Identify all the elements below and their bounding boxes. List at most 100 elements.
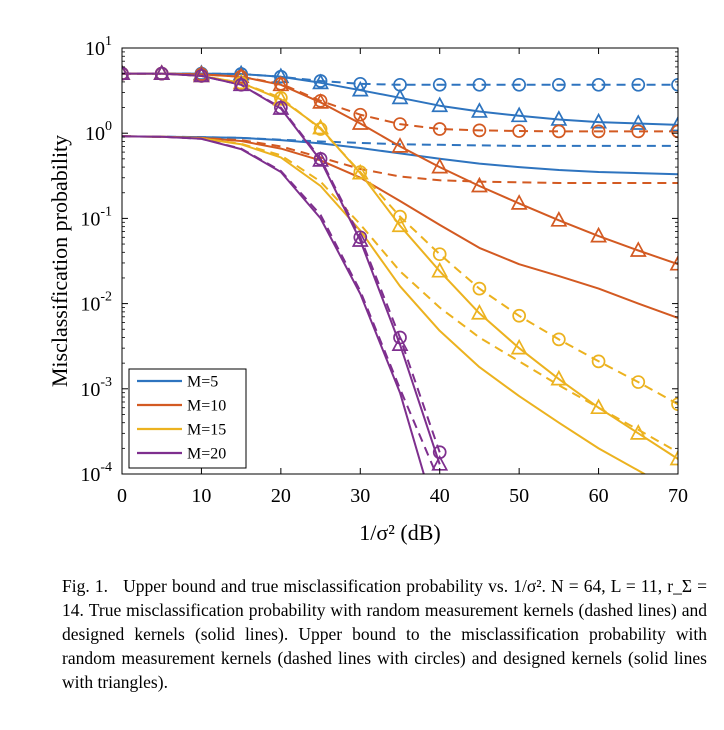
circle-marker — [393, 117, 407, 131]
legend-label: M=20 — [187, 446, 226, 463]
triangle-marker — [431, 261, 449, 278]
triangle-marker — [550, 369, 568, 386]
triangle-marker — [550, 211, 568, 227]
x-tick-label: 50 — [509, 485, 529, 507]
y-tick-label: 10-1 — [80, 204, 112, 230]
triangle-marker — [590, 398, 607, 415]
legend-label: M=5 — [187, 374, 218, 391]
x-tick-label: 10 — [191, 485, 211, 507]
y-tick-label: 101 — [85, 34, 112, 60]
circle-marker — [552, 332, 566, 347]
triangle-marker — [510, 338, 528, 355]
triangle-marker — [232, 75, 250, 92]
circle-marker — [591, 124, 606, 139]
triangle-marker — [471, 303, 488, 320]
circle-marker — [313, 122, 328, 136]
series-line-3 — [122, 72, 678, 126]
triangle-marker — [391, 335, 409, 351]
triangle-marker — [153, 64, 171, 80]
triangle-marker — [590, 112, 607, 129]
circle-marker — [631, 375, 646, 389]
circle-marker — [432, 247, 447, 262]
triangle-marker — [351, 231, 369, 247]
circle-marker — [512, 124, 526, 138]
x-axis-label: 1/σ² (dB) — [359, 520, 440, 545]
triangle-marker — [669, 254, 678, 271]
triangle-marker — [431, 96, 449, 113]
y-tick-label: 10-3 — [80, 375, 112, 401]
circle-marker — [472, 281, 487, 296]
x-tick-label: 40 — [430, 485, 450, 507]
triangle-marker — [232, 67, 250, 84]
marker-layer — [122, 64, 678, 471]
y-tick-label: 10-4 — [80, 460, 112, 486]
circle-marker — [671, 77, 678, 92]
caption-fig-label: Fig. 1. — [62, 576, 108, 596]
triangle-marker — [629, 424, 647, 440]
circle-marker — [671, 124, 678, 139]
triangle-marker — [669, 449, 678, 466]
triangle-marker — [471, 176, 488, 193]
series-line-1 — [122, 135, 678, 176]
triangle-marker — [312, 93, 329, 109]
figure-caption: Fig. 1. Upper bound and true misclassifi… — [62, 574, 707, 694]
circle-marker — [393, 330, 407, 345]
chart: 0 10 20 30 40 50 60 70 101 100 10-1 10-2 10-3 10-4 1/… — [47, 34, 688, 545]
plot-frame — [121, 47, 679, 475]
triangle-marker — [431, 157, 449, 174]
triangle-marker — [193, 66, 210, 83]
circle-marker — [432, 77, 447, 92]
series-line-7 — [122, 72, 678, 266]
triangle-marker — [590, 226, 607, 243]
series-line-13 — [122, 135, 425, 474]
triangle-marker — [510, 194, 528, 210]
triangle-marker — [351, 163, 369, 180]
tick-layer: 0 10 20 30 40 50 60 70 101 100 10-1 10-2 10-3 10-4 — [80, 34, 688, 507]
legend-label: M=10 — [187, 398, 226, 415]
circle-marker — [631, 77, 646, 92]
circle-marker — [432, 122, 447, 136]
circle-marker — [671, 397, 678, 412]
circle-marker — [122, 66, 129, 81]
series-line-9 — [122, 135, 647, 474]
triangle-marker — [312, 151, 329, 167]
series-layer — [122, 72, 678, 474]
x-tick-label: 20 — [271, 485, 291, 507]
triangle-marker — [272, 99, 290, 115]
triangle-marker — [312, 73, 329, 90]
triangle-marker — [629, 241, 647, 257]
legend-label: M=15 — [187, 422, 226, 439]
circle-marker — [472, 77, 487, 92]
circle-marker — [472, 123, 487, 138]
triangle-marker — [629, 114, 647, 130]
circle-marker — [591, 354, 606, 369]
legend: M=5 M=10 M=15 M=20 — [128, 368, 247, 469]
triangle-marker — [471, 102, 488, 118]
circle-marker — [512, 77, 526, 92]
y-axis-label: Misclassification probability — [47, 135, 72, 387]
triangle-marker — [669, 115, 678, 132]
triangle-marker — [312, 118, 329, 135]
legend-box — [128, 368, 247, 469]
x-tick-label: 30 — [350, 485, 370, 507]
y-tick-label: 10-2 — [80, 290, 112, 316]
circle-marker — [353, 107, 368, 122]
triangle-marker — [232, 73, 250, 90]
triangle-marker — [391, 137, 409, 153]
triangle-marker — [510, 106, 528, 123]
series-line-15 — [122, 72, 441, 465]
triangle-marker — [351, 114, 369, 130]
circle-marker — [353, 76, 368, 91]
triangle-marker — [391, 88, 409, 105]
x-tick-label: 60 — [589, 485, 609, 507]
series-line-5 — [122, 135, 678, 319]
x-tick-label: 70 — [668, 485, 688, 507]
circle-marker — [552, 124, 566, 139]
triangle-marker — [272, 90, 290, 106]
y-tick-label: 100 — [85, 119, 112, 145]
x-tick-label: 0 — [117, 485, 127, 507]
caption-text: Upper bound and true misclassification p… — [62, 576, 707, 692]
triangle-marker — [122, 64, 131, 80]
circle-marker — [591, 77, 606, 92]
triangle-marker — [272, 67, 290, 84]
